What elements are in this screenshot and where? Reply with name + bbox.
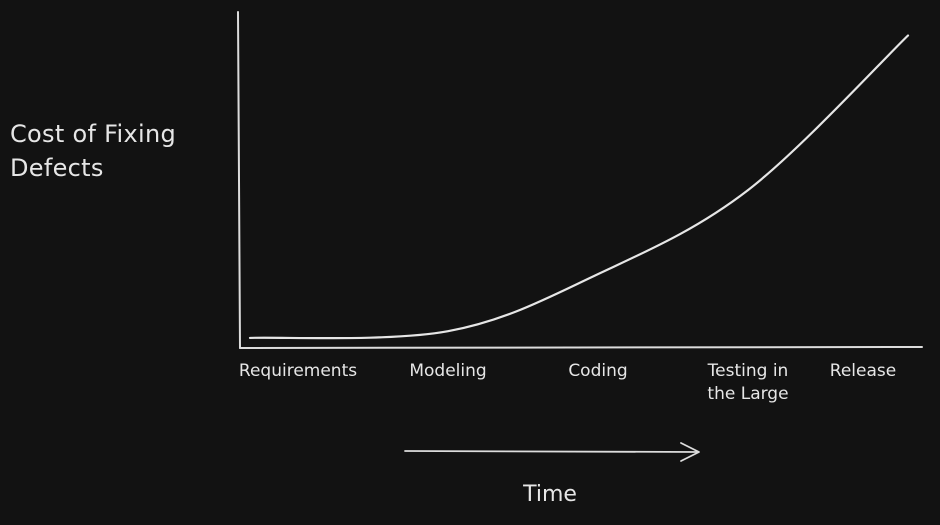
x-tick-label: Coding [523,360,673,383]
y-axis-label-line-1: Cost of Fixing [10,120,176,148]
x-tick-label-line: Coding [568,361,628,381]
x-tick-label: Modeling [373,360,523,383]
time-arrow [404,442,700,462]
x-tick-label: Testing in the Large [673,360,823,406]
x-tick-label-line: Requirements [238,361,358,381]
y-axis [237,11,241,349]
series-layer [248,34,910,340]
y-axis-label-line-2: Defects [10,154,104,182]
x-tick-label: Release [788,360,938,383]
x-axis [239,346,923,349]
x-tick-label-line: Testing in [707,361,789,381]
y-axis-label: Cost of Fixing Defects [10,117,225,185]
x-tick-label: Requirements [223,360,373,383]
series-line [248,34,910,340]
x-tick-label-line: Release [829,361,897,381]
x-tick-label-line: Modeling [409,361,487,381]
x-tick-label-line: the Large [707,384,789,404]
x-axis-label: Time [523,482,577,507]
